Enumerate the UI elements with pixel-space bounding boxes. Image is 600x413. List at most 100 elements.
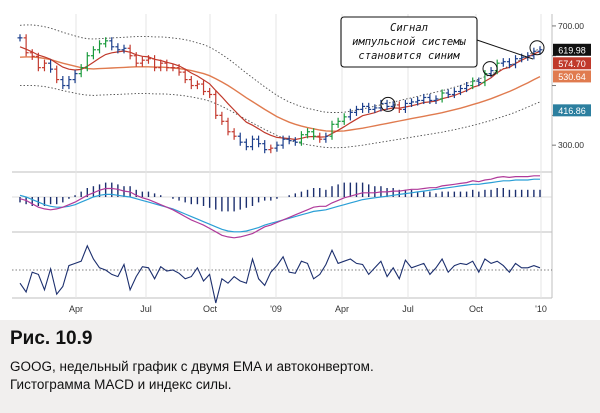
caption: Рис. 10.9 GOOG, недельный график с двумя… <box>10 328 590 394</box>
ohlc-bar <box>311 128 317 140</box>
force-index-panel <box>12 244 552 304</box>
x-tick-label: Apr <box>69 304 83 314</box>
ohlc-bar <box>445 89 451 99</box>
ohlc-bar <box>97 40 103 54</box>
macd-line <box>19 175 540 239</box>
ohlc-bar <box>347 108 353 121</box>
ohlc-bar <box>396 101 402 113</box>
price-tag: 416.86 <box>553 104 591 117</box>
signal-circle <box>482 61 498 77</box>
ohlc-bar <box>219 111 225 125</box>
x-tick-label: Apr <box>335 304 349 314</box>
ohlc-bar <box>133 52 139 67</box>
callout: Сигнал импульсной системы становится син… <box>340 16 534 68</box>
ohlc-bar <box>280 135 286 149</box>
price-tag: 619.98 <box>553 43 591 56</box>
ohlc-bar <box>470 77 476 90</box>
ohlc-bar <box>72 70 78 84</box>
ohlc-bar <box>176 64 182 76</box>
ohlc-bar <box>78 64 84 78</box>
ohlc-bar <box>421 93 427 105</box>
chart-canvas: 300.00 700.00 619.98 574.70 530.64 416.86 Ap… <box>12 14 591 314</box>
ohlc-bar <box>84 52 90 72</box>
ohlc-bar <box>60 76 66 90</box>
x-tick-label: Jul <box>402 304 414 314</box>
ohlc-bar <box>35 52 41 72</box>
envelope-lower <box>19 84 541 149</box>
callout-leader <box>476 39 534 60</box>
ohlc-bar <box>158 59 164 72</box>
ohlc-bar <box>115 43 121 54</box>
figure-label: Рис. 10.9 <box>10 328 93 349</box>
price-tag-bg <box>553 104 591 117</box>
ohlc-bar <box>23 34 29 57</box>
ohlc-bar <box>164 59 170 72</box>
force-index-line <box>19 244 541 304</box>
ohlc-bar <box>457 84 463 96</box>
ohlc-bar <box>66 76 72 90</box>
signal-markers <box>380 40 545 112</box>
y-tick-label: 300.00 <box>558 140 584 150</box>
ohlc-bar <box>415 96 421 106</box>
ohlc-bar <box>170 64 176 72</box>
price-tag-label: 619.98 <box>558 45 586 55</box>
envelope-upper <box>19 24 541 113</box>
ohlc-bar <box>513 55 519 69</box>
ohlc-bar <box>292 137 298 146</box>
ohlc-bar <box>274 141 280 152</box>
ohlc-bar <box>109 37 115 51</box>
ohlc-bar <box>231 128 237 140</box>
ohlc-bar <box>237 132 243 146</box>
x-tick-label: '09 <box>270 304 282 314</box>
caption-line-1: GOOG, недельный график с двумя EMA и авт… <box>10 359 374 374</box>
ohlc-bar <box>305 128 311 139</box>
price-tags: 619.98 574.70 530.64 416.86 <box>553 43 591 117</box>
x-tick-label: Jul <box>140 304 152 314</box>
ohlc-bar <box>506 58 512 69</box>
ohlc-bar <box>268 144 274 154</box>
ohlc-bar <box>29 49 35 60</box>
ohlc-bar <box>335 117 341 128</box>
x-tick-label: '10 <box>535 304 547 314</box>
ohlc-bar <box>41 59 47 72</box>
ohlc-bar <box>249 135 255 151</box>
ohlc-bar <box>298 131 304 146</box>
x-tick-label: Oct <box>203 304 218 314</box>
ema-slow-line <box>19 56 541 132</box>
ohlc-bar <box>341 113 347 125</box>
ohlc-bar <box>225 117 231 136</box>
callout-line-3: становится синим <box>358 50 460 62</box>
ohlc-bar <box>152 55 158 72</box>
price-tag: 574.70 <box>553 57 591 70</box>
ema-lines <box>19 46 541 141</box>
ohlc-bar <box>317 132 323 143</box>
signal-circle <box>529 40 545 56</box>
ohlc-bar <box>286 135 292 145</box>
price-tag-label: 416.86 <box>558 106 586 116</box>
ohlc-bar <box>213 90 219 119</box>
price-tag-bg <box>553 43 591 56</box>
autoenvelope <box>19 24 541 149</box>
price-axis-ticks: 300.00 700.00 <box>552 21 584 150</box>
macd-histogram-panel <box>12 175 552 239</box>
callout-box <box>340 16 478 68</box>
y-tick-label: 700.00 <box>558 21 584 31</box>
ohlc-bar <box>353 105 359 116</box>
x-tick-label: Oct <box>469 304 484 314</box>
ohlc-bar <box>188 76 194 90</box>
ohlc-bar <box>127 44 133 60</box>
ohlc-bar <box>409 98 415 108</box>
ohlc-bar <box>103 37 109 48</box>
ohlc-bar <box>384 99 390 110</box>
ohlc-bar <box>243 138 249 151</box>
ohlc-bar <box>201 80 207 96</box>
ohlc-bar <box>256 135 262 148</box>
callout-line-2: импульсной системы <box>352 36 466 48</box>
ohlc-bar <box>121 44 127 54</box>
ohlc-bar <box>262 140 268 154</box>
ohlc-bar <box>476 77 482 87</box>
price-tag-bg <box>553 57 591 70</box>
callout-line-1: Сигнал <box>390 22 428 34</box>
caption-line-2: Гистограмма MACD и индекс силы. <box>10 377 232 392</box>
price-tag-label: 530.64 <box>558 72 586 82</box>
